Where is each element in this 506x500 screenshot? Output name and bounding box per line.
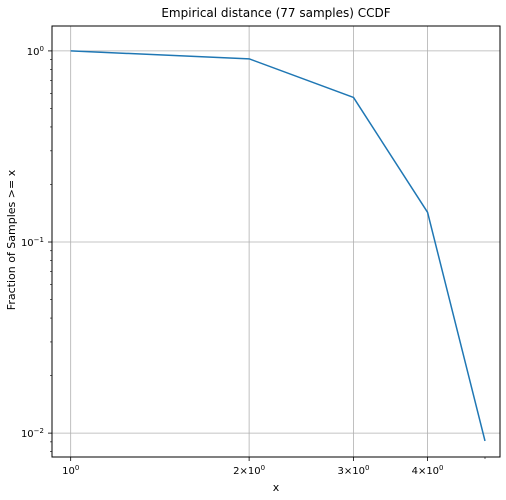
series-line [70,50,486,442]
x-tick-label: 3×100 [338,464,370,477]
chart-title: Empirical distance (77 samples) CCDF [161,6,390,20]
y-axis-ticks: 100 10−1 10−2 [21,45,52,440]
x-tick-label: 100 [62,464,79,477]
plot-frame [51,25,501,458]
x-tick-label: 2×100 [233,464,265,477]
y-tick-label: 10−1 [21,236,44,249]
y-tick-label: 100 [27,45,44,58]
y-axis-label: Fraction of Samples >= x [5,169,18,310]
x-axis-label: x [273,481,280,494]
series-group [70,50,486,442]
y-tick-label: 10−2 [21,427,44,440]
x-tick-label: 4×100 [412,464,444,477]
x-axis-ticks: 100 2×100 3×100 4×100 [62,457,444,477]
